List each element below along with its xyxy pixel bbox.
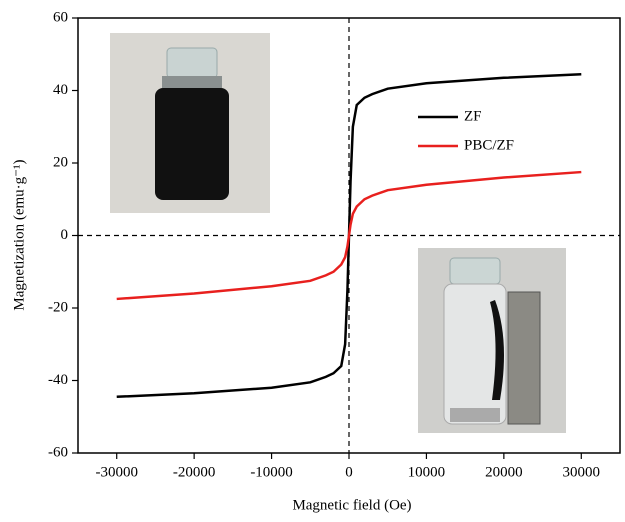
x-tick-label: -20000: [173, 464, 216, 480]
y-tick-label: -60: [48, 444, 68, 460]
y-tick-label: -40: [48, 372, 68, 388]
x-tick-label: 10000: [408, 464, 446, 480]
y-axis-label: Magnetization (emu·g⁻¹): [11, 159, 27, 310]
series-line: [116, 170, 582, 301]
y-tick-label: 0: [61, 227, 69, 243]
x-tick-label: 20000: [485, 464, 523, 480]
y-tick-label: -20: [48, 299, 68, 315]
photo-separation: [418, 248, 566, 433]
x-tick-label: 30000: [563, 464, 601, 480]
x-tick-label: -10000: [250, 464, 293, 480]
y-tick-label: 20: [53, 154, 68, 170]
legend-label: PBC/ZF: [464, 137, 514, 153]
x-axis-label: Magnetic field (Oe): [292, 497, 411, 513]
y-tick-label: 40: [53, 82, 68, 98]
y-tick-label: 60: [53, 9, 68, 25]
photo-dispersion: [110, 33, 270, 213]
x-tick-label: -30000: [95, 464, 138, 480]
legend-label: ZF: [464, 108, 482, 124]
x-tick-label: 0: [345, 464, 353, 480]
